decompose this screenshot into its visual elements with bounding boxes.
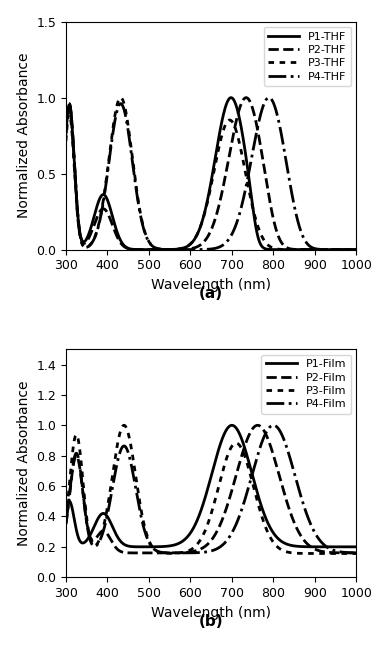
P2-THF (175, 246, 180, 253)
P4-THF (266, 94, 271, 101)
P3-Film (349, 550, 353, 557)
P1-THF (114, 226, 119, 233)
P3-Film (354, 550, 359, 557)
P1-THF (175, 245, 180, 253)
P4-Film (175, 549, 179, 557)
P2-Film (317, 547, 322, 555)
P4-THF (175, 246, 180, 253)
P2-THF (114, 231, 119, 239)
Line: P1-THF: P1-THF (66, 97, 356, 250)
P3-Film (97, 537, 102, 544)
Line: P4-THF: P4-THF (66, 97, 356, 250)
P4-Film (114, 463, 119, 471)
P4-Film (354, 549, 359, 557)
P3-THF (187, 241, 192, 248)
P2-Film (255, 421, 260, 429)
P2-THF (64, 129, 68, 137)
P2-THF (349, 246, 353, 253)
X-axis label: Wavelength (nm): Wavelength (nm) (151, 278, 271, 292)
P1-Film (354, 543, 359, 551)
P1-THF (349, 246, 353, 253)
P3-THF (114, 104, 119, 112)
P4-THF (317, 246, 322, 253)
X-axis label: Wavelength (nm): Wavelength (nm) (151, 606, 271, 619)
P3-Film (175, 550, 180, 557)
P1-THF (64, 130, 68, 137)
P2-Film (64, 521, 68, 528)
Y-axis label: Normalized Absorbance: Normalized Absorbance (17, 53, 31, 219)
P1-Film (64, 506, 68, 514)
Line: P4-Film: P4-Film (66, 425, 356, 553)
P1-THF (97, 196, 102, 204)
P2-Film (187, 548, 192, 556)
P2-Film (140, 549, 145, 557)
P3-THF (317, 246, 322, 253)
P2-Film (175, 549, 180, 557)
Legend: P1-THF, P2-THF, P3-THF, P4-THF: P1-THF, P2-THF, P3-THF, P4-THF (264, 27, 351, 86)
P2-THF (187, 245, 192, 253)
P3-Film (317, 550, 322, 557)
P4-THF (354, 246, 359, 253)
P4-THF (114, 110, 119, 117)
P4-Film (175, 549, 180, 557)
P3-THF (64, 137, 68, 145)
P1-THF (229, 94, 233, 101)
Line: P3-Film: P3-Film (66, 425, 356, 553)
P1-Film (317, 543, 322, 551)
P1-THF (187, 241, 192, 248)
P4-THF (187, 246, 192, 253)
P4-Film (317, 536, 322, 544)
P1-Film (97, 513, 102, 521)
P3-THF (97, 219, 102, 226)
Y-axis label: Normalized Absorbance: Normalized Absorbance (17, 381, 31, 546)
P3-THF (354, 246, 359, 253)
P1-Film (187, 530, 192, 537)
P1-Film (230, 421, 234, 429)
P3-THF (349, 246, 353, 253)
P3-Film (64, 515, 68, 522)
P2-THF (317, 246, 322, 253)
Title: (b): (b) (199, 614, 224, 629)
P3-Film (187, 546, 192, 554)
P2-Film (349, 549, 353, 557)
P4-Film (349, 549, 353, 557)
P4-Film (187, 549, 192, 557)
Title: (a): (a) (199, 286, 223, 301)
P2-Film (354, 549, 359, 557)
P1-Film (114, 531, 119, 539)
P4-Film (64, 520, 68, 528)
P4-THF (349, 246, 353, 253)
P2-Film (97, 530, 102, 538)
P3-Film (122, 421, 126, 429)
P1-THF (354, 246, 359, 253)
P1-THF (317, 246, 322, 253)
P1-Film (175, 540, 180, 548)
P4-THF (97, 220, 102, 228)
P3-THF (175, 245, 180, 253)
P3-Film (114, 447, 119, 455)
P2-Film (114, 544, 119, 552)
P2-THF (97, 209, 102, 217)
Legend: P1-Film, P2-Film, P3-Film, P4-Film: P1-Film, P2-Film, P3-Film, P4-Film (261, 355, 351, 413)
P2-THF (354, 246, 359, 253)
P3-THF (118, 94, 123, 101)
P4-Film (271, 421, 276, 429)
Line: P3-THF: P3-THF (66, 97, 356, 250)
Line: P2-Film: P2-Film (66, 425, 356, 553)
P4-THF (64, 129, 68, 137)
Line: P1-Film: P1-Film (66, 425, 356, 547)
P2-THF (244, 94, 249, 101)
P1-Film (349, 543, 353, 551)
Line: P2-THF: P2-THF (66, 97, 356, 250)
P4-Film (97, 538, 102, 546)
